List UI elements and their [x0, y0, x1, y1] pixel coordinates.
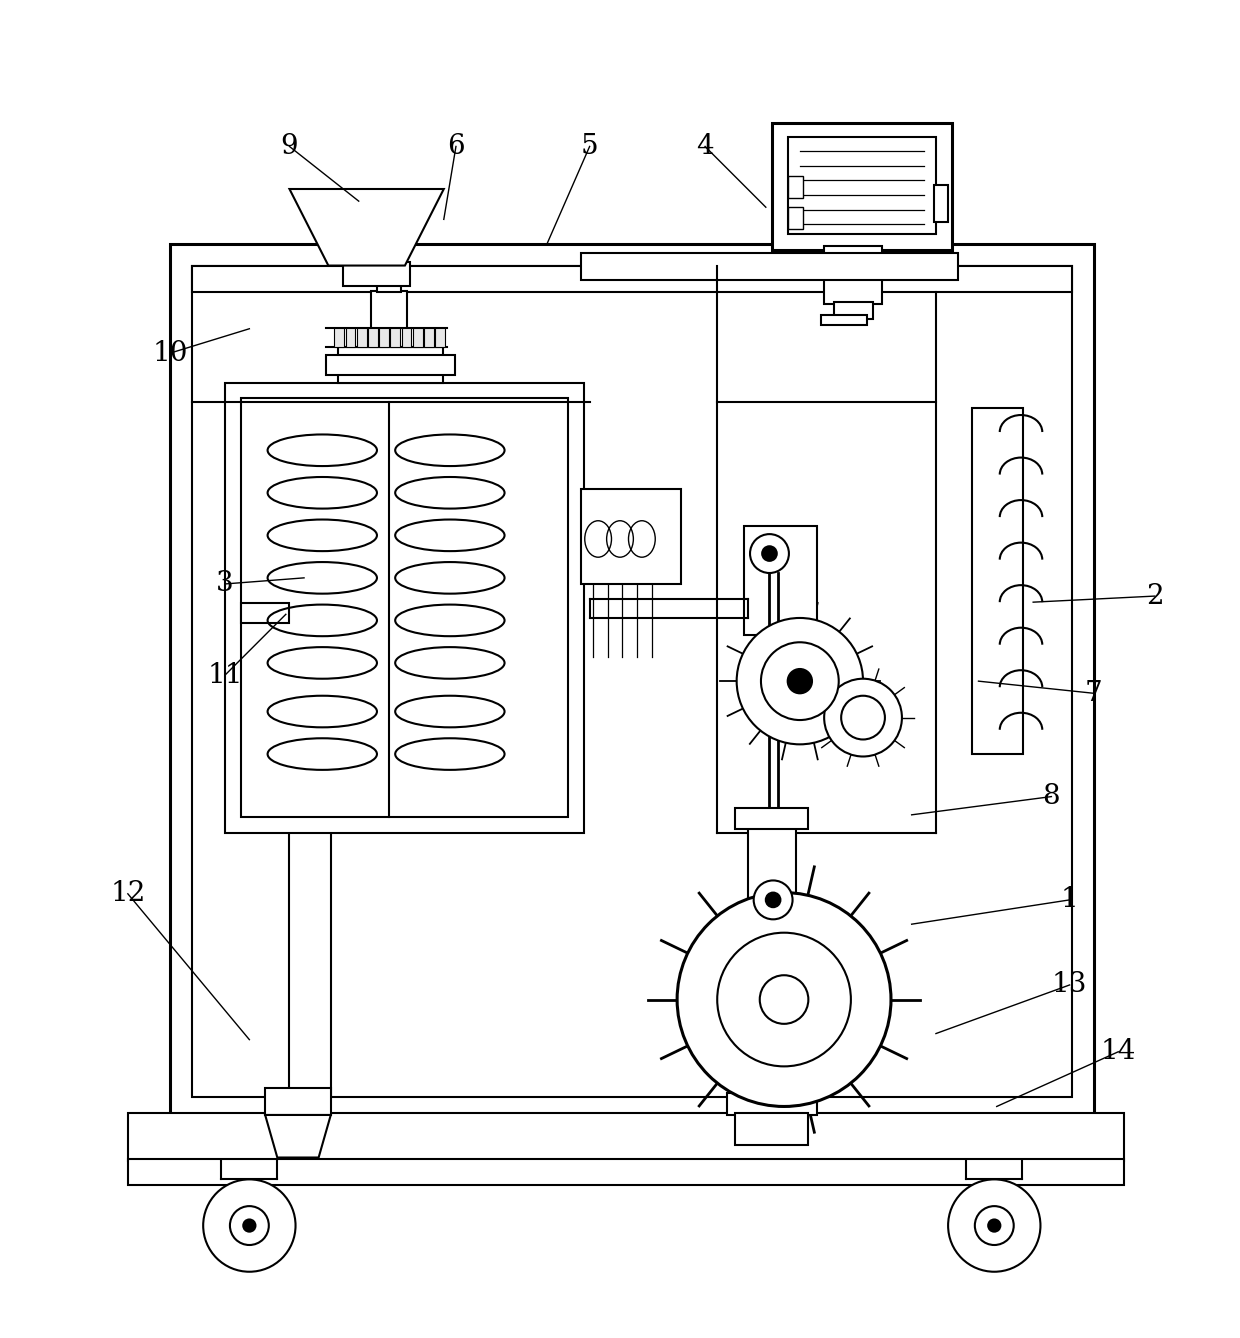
Circle shape: [750, 534, 789, 573]
Bar: [265, 1088, 331, 1115]
Bar: [727, 1093, 817, 1115]
Text: 8: 8: [1043, 783, 1060, 809]
Circle shape: [787, 669, 812, 693]
Bar: [170, 244, 1094, 1119]
Circle shape: [988, 1219, 1001, 1232]
Text: 2: 2: [1146, 582, 1163, 610]
Bar: [787, 136, 936, 234]
Bar: [934, 186, 949, 222]
Circle shape: [229, 1206, 269, 1244]
Text: 7: 7: [1085, 680, 1102, 706]
Bar: [289, 440, 331, 1097]
Text: 9: 9: [280, 132, 299, 161]
Circle shape: [754, 880, 792, 919]
Bar: [582, 490, 681, 583]
Bar: [371, 292, 407, 328]
Bar: [582, 253, 957, 280]
Bar: [241, 397, 568, 818]
Circle shape: [949, 1179, 1040, 1271]
Circle shape: [243, 1219, 255, 1232]
Circle shape: [761, 642, 838, 720]
Bar: [343, 262, 409, 286]
Bar: [821, 316, 867, 325]
Bar: [128, 1159, 1125, 1185]
Circle shape: [841, 696, 885, 740]
Circle shape: [766, 892, 780, 907]
Bar: [787, 175, 804, 198]
Bar: [413, 328, 423, 347]
Bar: [339, 347, 443, 384]
Polygon shape: [289, 189, 444, 265]
Bar: [735, 1113, 808, 1145]
Bar: [368, 328, 378, 347]
Bar: [241, 603, 289, 622]
Text: 14: 14: [1101, 1038, 1136, 1065]
Bar: [435, 328, 445, 347]
Bar: [735, 808, 808, 830]
Text: 10: 10: [153, 340, 188, 367]
Bar: [128, 1113, 1125, 1161]
Text: 11: 11: [207, 661, 243, 689]
Text: 12: 12: [110, 880, 145, 907]
Bar: [335, 328, 345, 347]
Bar: [833, 302, 873, 318]
Bar: [262, 622, 332, 645]
Bar: [424, 328, 434, 347]
Bar: [224, 384, 584, 834]
Circle shape: [763, 546, 776, 561]
Bar: [972, 408, 1023, 755]
Text: 3: 3: [216, 570, 234, 598]
Circle shape: [203, 1179, 295, 1271]
Bar: [771, 123, 952, 250]
Bar: [192, 265, 1073, 292]
Bar: [346, 328, 356, 347]
Circle shape: [975, 1206, 1014, 1244]
Bar: [402, 328, 412, 347]
Polygon shape: [265, 1115, 331, 1157]
Bar: [787, 207, 804, 229]
Text: 13: 13: [1052, 971, 1087, 998]
Bar: [825, 246, 883, 305]
Bar: [748, 827, 796, 1097]
Circle shape: [717, 933, 851, 1066]
Text: 4: 4: [696, 132, 714, 161]
Circle shape: [825, 678, 901, 756]
Bar: [192, 265, 1073, 1097]
Bar: [377, 278, 402, 292]
Bar: [326, 356, 455, 375]
Text: 6: 6: [448, 132, 465, 161]
Text: 5: 5: [580, 132, 599, 161]
Bar: [744, 526, 817, 636]
Text: 1: 1: [1060, 886, 1079, 914]
Circle shape: [737, 618, 863, 744]
Circle shape: [677, 892, 892, 1107]
Circle shape: [760, 975, 808, 1024]
Bar: [379, 328, 389, 347]
Bar: [357, 328, 367, 347]
Bar: [391, 328, 401, 347]
